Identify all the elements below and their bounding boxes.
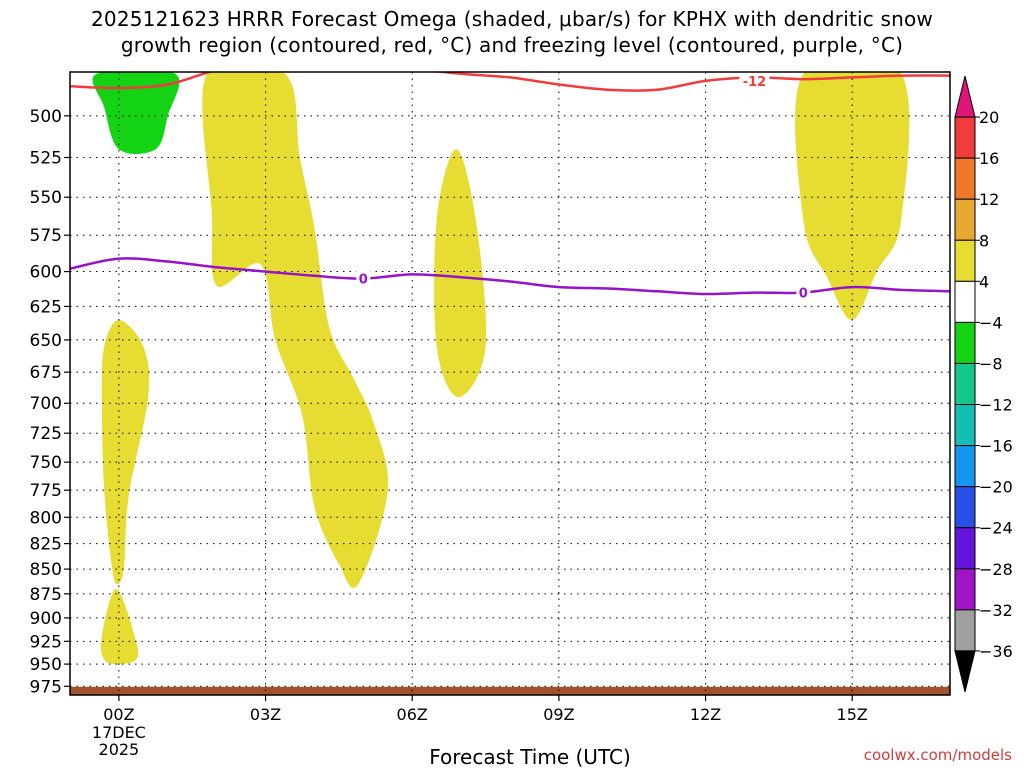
colorbar-bin bbox=[954, 445, 976, 488]
colorbar-label: 4 bbox=[979, 272, 989, 291]
omega-shading bbox=[92, 72, 910, 665]
contour-label: 0 bbox=[799, 287, 808, 302]
colorbar-label: −4 bbox=[979, 313, 1003, 332]
colorbar-bin bbox=[954, 280, 976, 323]
y-tick-label: 525 bbox=[30, 148, 62, 168]
colorbar-label: 16 bbox=[979, 149, 999, 168]
colorbar-bin bbox=[954, 157, 976, 200]
y-tick-label: 975 bbox=[30, 677, 62, 697]
x-tick-label: 12Z bbox=[690, 705, 721, 724]
terrain-layer bbox=[70, 686, 950, 695]
y-tick-label: 500 bbox=[30, 107, 62, 127]
x-tick-label: 00Z bbox=[103, 705, 134, 724]
y-tick-label: 825 bbox=[30, 535, 62, 555]
y-tick-label: 950 bbox=[30, 655, 62, 675]
shade-ascent-green-top-left bbox=[92, 72, 180, 155]
y-tick-label: 725 bbox=[30, 424, 62, 444]
y-tick-label: 600 bbox=[30, 263, 62, 283]
y-tick-label: 625 bbox=[30, 297, 62, 317]
terrain-band bbox=[70, 686, 950, 695]
colorbar-bin bbox=[954, 362, 976, 406]
colorbar-label: −20 bbox=[979, 478, 1013, 497]
credit-text: coolwx.com/models bbox=[863, 746, 1012, 764]
colorbar-label: 20 bbox=[979, 108, 999, 127]
shade-yellow-lower-00z bbox=[100, 588, 139, 665]
colorbar: 20 16 12 8 4 −4 −8 −12 −16 −20 −24 −28 −32 −36 bbox=[954, 75, 1013, 693]
y-tick-label: 575 bbox=[30, 226, 62, 246]
y-tick-label: 900 bbox=[30, 609, 62, 629]
x-tick-label: 03Z bbox=[250, 705, 281, 724]
x-tick-label: 06Z bbox=[397, 705, 428, 724]
y-tick-label: 750 bbox=[30, 453, 62, 473]
colorbar-label: 8 bbox=[979, 231, 989, 250]
contour-freezing-level bbox=[70, 257, 950, 296]
y-tick-label: 925 bbox=[30, 632, 62, 652]
contour-label-bg bbox=[739, 72, 770, 89]
colorbar-bin bbox=[954, 568, 976, 611]
colorbar-label: −32 bbox=[979, 601, 1013, 620]
contour-dendritic-snow-growth-region bbox=[70, 72, 950, 92]
colorbar-bin bbox=[954, 321, 976, 364]
y-tick-label: 850 bbox=[30, 560, 62, 580]
shade-yellow-upper-00z bbox=[101, 320, 150, 585]
x-tick-sublabel: 2025 bbox=[99, 740, 140, 759]
y-tick-label: 550 bbox=[30, 188, 62, 208]
colorbar-bin bbox=[954, 239, 976, 282]
chart-title: 2025121623 HRRR Forecast Omega (shaded, … bbox=[0, 6, 1024, 58]
y-tick-label: 675 bbox=[30, 363, 62, 383]
y-axis: 500 525 550 575 600 625 650 675 700 725 750 775 800 8… bbox=[30, 107, 70, 697]
colorbar-bin bbox=[954, 486, 976, 529]
colorbar-bin bbox=[954, 404, 976, 447]
contour-label-bg bbox=[356, 270, 371, 287]
y-tick-label: 700 bbox=[30, 394, 62, 414]
colorbar-label: −16 bbox=[979, 437, 1013, 456]
colorbar-label: −28 bbox=[979, 560, 1013, 579]
x-tick-label: 15Z bbox=[837, 705, 868, 724]
contour-label: -12 bbox=[743, 75, 767, 90]
colorbar-bin bbox=[954, 116, 976, 159]
colorbar-label: −8 bbox=[979, 354, 1003, 373]
shade-yellow-big-03z bbox=[202, 72, 389, 588]
colorbar-triangle-up bbox=[954, 75, 976, 118]
title-line-2: growth region (contoured, red, °C) and f… bbox=[120, 33, 904, 57]
colorbar-bin bbox=[954, 609, 976, 652]
y-tick-label: 875 bbox=[30, 585, 62, 605]
colorbar-label: −24 bbox=[979, 519, 1013, 538]
y-tick-label: 650 bbox=[30, 331, 62, 351]
y-tick-label: 800 bbox=[30, 508, 62, 528]
colorbar-triangle-down bbox=[954, 650, 976, 693]
y-tick-label: 775 bbox=[30, 481, 62, 501]
x-tick-label: 09Z bbox=[543, 705, 574, 724]
x-tick-sublabel: 17DEC bbox=[92, 723, 146, 742]
colorbar-bin bbox=[954, 527, 976, 570]
x-axis-label: Forecast Time (UTC) bbox=[429, 745, 631, 768]
contour-label-bg bbox=[796, 284, 811, 301]
colorbar-bin bbox=[954, 198, 976, 241]
shade-yellow-07z bbox=[434, 149, 487, 398]
colorbar-label: −36 bbox=[979, 642, 1013, 661]
colorbar-label: −12 bbox=[979, 396, 1013, 415]
contour-label: 0 bbox=[359, 273, 368, 288]
colorbar-label: 12 bbox=[979, 190, 999, 209]
contour-lines: -12 0 0 bbox=[70, 72, 950, 302]
plot-frame bbox=[69, 71, 951, 696]
title-line-1: 2025121623 HRRR Forecast Omega (shaded, … bbox=[90, 7, 933, 31]
